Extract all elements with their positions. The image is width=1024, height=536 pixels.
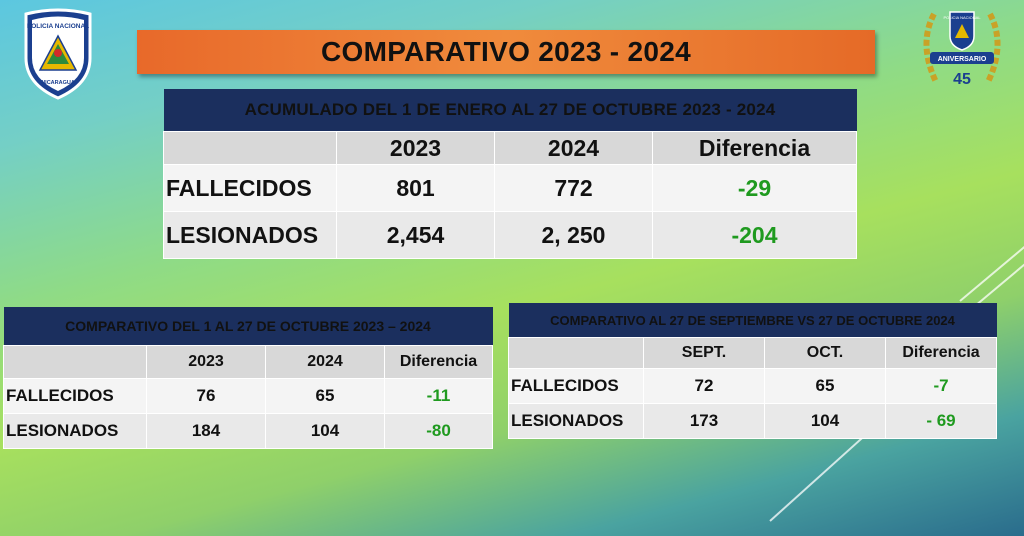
logo-banner-text: ANIVERSARIO [938,56,987,63]
value-cell: 184 [146,413,266,449]
header-cell [3,345,147,379]
value-cell: 65 [764,368,886,404]
value-cell: 104 [764,403,886,439]
diff-cell: -80 [384,413,493,449]
aniversario-logo: POLICIA NACIONAL ANIVERSARIO 45 [923,11,1001,88]
page-title: COMPARATIVO 2023 - 2024 [137,30,875,74]
header-cell [508,337,644,369]
header-cell: SEPT. [643,337,765,369]
header-cell: 2024 [265,345,385,379]
row-label: LESIONADOS [3,413,147,449]
value-cell: 76 [146,378,266,414]
diff-cell: -204 [652,211,857,259]
header-cell: Diferencia [885,337,997,369]
header-cell: 2023 [336,131,495,165]
row-label: FALLECIDOS [3,378,147,414]
header-cell: Diferencia [384,345,493,379]
header-cell: 2024 [494,131,653,165]
row-label: LESIONADOS [163,211,337,259]
header-cell: Diferencia [652,131,857,165]
row-label: FALLECIDOS [163,164,337,212]
sept-oct-table-header: COMPARATIVO AL 27 DE SEPTIEMBRE VS 27 DE… [550,312,955,328]
value-cell: 173 [643,403,765,439]
header-cell: 2023 [146,345,266,379]
october-table-header: COMPARATIVO DEL 1 AL 27 DE OCTUBRE 2023 … [65,318,431,334]
value-cell: 2, 250 [494,211,653,259]
row-label: LESIONADOS [508,403,644,439]
october-comparison-table: COMPARATIVO DEL 1 AL 27 DE OCTUBRE 2023 … [3,307,493,449]
value-cell: 65 [265,378,385,414]
main-table-header: ACUMULADO DEL 1 DE ENERO AL 27 DE OCTUBR… [244,100,776,119]
diff-cell: -7 [885,368,997,404]
sept-oct-comparison-table: COMPARATIVO AL 27 DE SEPTIEMBRE VS 27 DE… [508,303,997,439]
diff-cell: -11 [384,378,493,414]
value-cell: 104 [265,413,385,449]
diff-cell: - 69 [885,403,997,439]
policia-nacional-logo: POLICIA NACIONAL NICARAGUA [24,8,92,100]
header-cell: OCT. [764,337,886,369]
value-cell: 2,454 [336,211,495,259]
logo-text-bottom: NICARAGUA [41,80,75,86]
value-cell: 772 [494,164,653,212]
row-label: FALLECIDOS [508,368,644,404]
logo-emblem-text: POLICIA NACIONAL [943,15,981,20]
value-cell: 72 [643,368,765,404]
value-cell: 801 [336,164,495,212]
main-comparison-table: ACUMULADO DEL 1 DE ENERO AL 27 DE OCTUBR… [163,89,857,259]
logo-text-top: POLICIA NACIONAL [27,23,89,30]
header-cell [163,131,337,165]
logo-number: 45 [953,71,971,88]
diff-cell: -29 [652,164,857,212]
